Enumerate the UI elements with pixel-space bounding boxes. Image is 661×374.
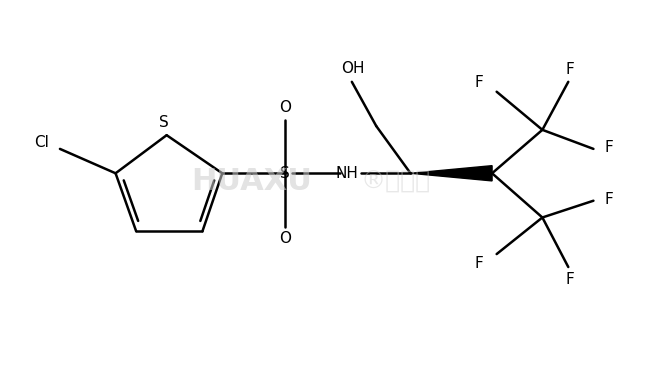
Polygon shape bbox=[410, 166, 492, 181]
Text: F: F bbox=[474, 75, 483, 90]
Text: F: F bbox=[604, 140, 613, 155]
Text: O: O bbox=[279, 232, 291, 246]
Text: HUAXU: HUAXU bbox=[192, 167, 312, 196]
Text: O: O bbox=[279, 100, 291, 115]
Text: F: F bbox=[565, 62, 574, 77]
Text: F: F bbox=[474, 256, 483, 271]
Text: F: F bbox=[565, 273, 574, 288]
Text: S: S bbox=[159, 115, 169, 130]
Text: NH: NH bbox=[336, 166, 359, 181]
Text: F: F bbox=[604, 192, 613, 207]
Text: S: S bbox=[280, 166, 290, 181]
Text: ®化学加: ®化学加 bbox=[361, 170, 431, 194]
Text: Cl: Cl bbox=[34, 135, 48, 150]
Text: OH: OH bbox=[342, 61, 365, 76]
